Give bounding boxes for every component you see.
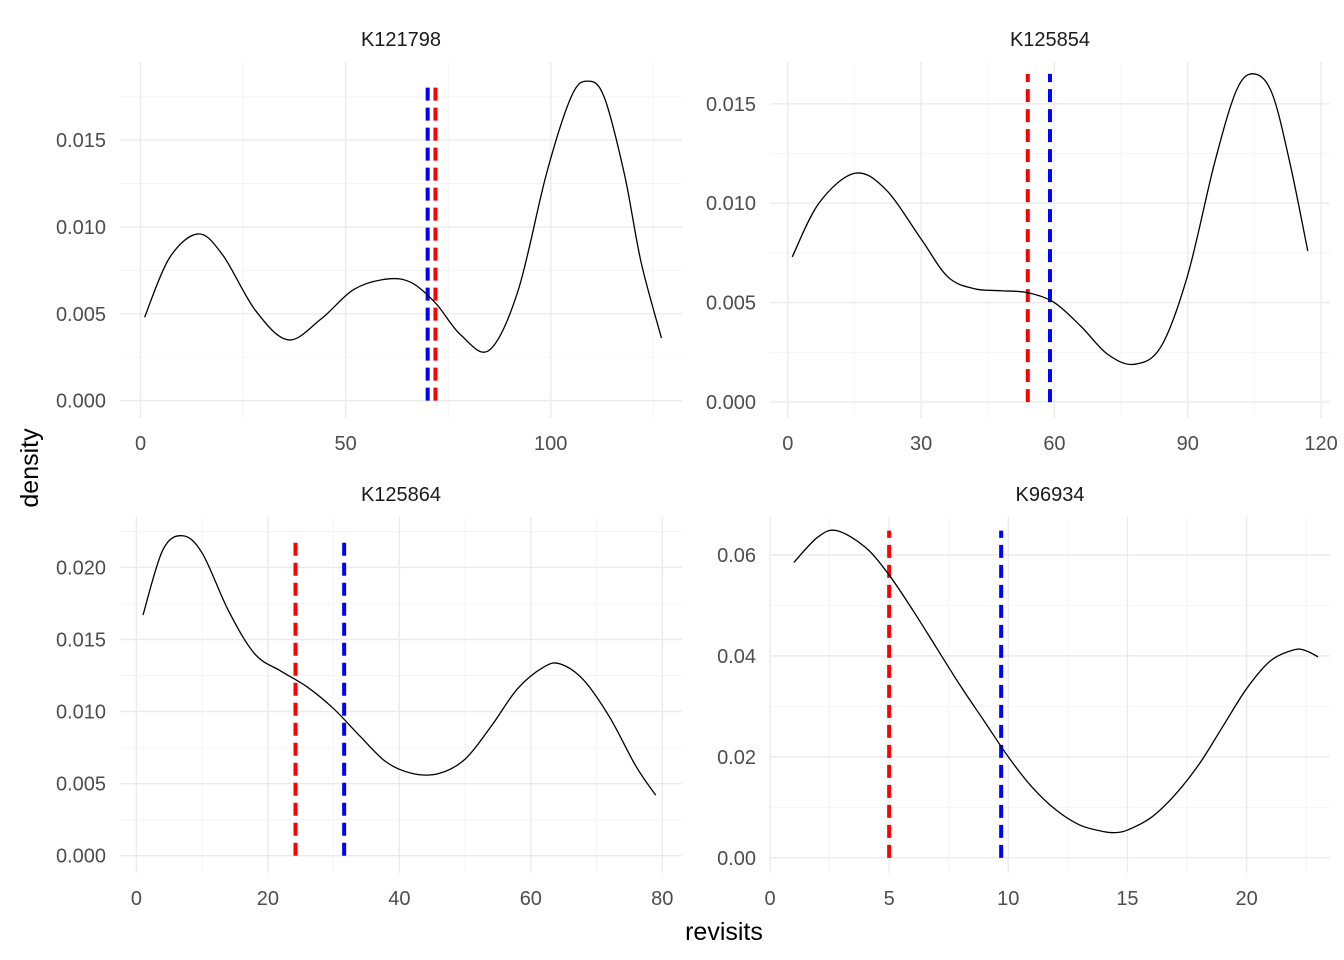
y-tick-label: 0.00 xyxy=(717,848,756,870)
y-tick-label: 0.02 xyxy=(717,747,756,769)
panel-title: K125864 xyxy=(361,484,441,506)
y-tick-label: 0.020 xyxy=(56,557,106,579)
x-tick-label: 60 xyxy=(520,888,542,910)
y-tick-label: 0.005 xyxy=(56,304,106,326)
x-tick-label: 0 xyxy=(764,888,775,910)
x-tick-label: 50 xyxy=(334,433,356,455)
density-curve xyxy=(142,535,657,796)
y-tick-label: 0.000 xyxy=(706,392,756,414)
panel-2: 0 30 60 90 120 0.000 0.005 0.010 0.015 K125854 xyxy=(706,29,1338,455)
x-axis-title: revisits xyxy=(685,918,763,946)
x-tick-label: 10 xyxy=(997,888,1019,910)
x-tick-label: 5 xyxy=(884,888,895,910)
x-tick-label: 120 xyxy=(1304,433,1337,455)
panel-title: K121798 xyxy=(361,29,441,51)
y-tick-label: 0.000 xyxy=(56,846,106,868)
x-tick-label: 30 xyxy=(910,433,932,455)
y-tick-label: 0.04 xyxy=(717,646,756,668)
y-tick-label: 0.005 xyxy=(56,774,106,796)
x-tick-label: 100 xyxy=(534,433,567,455)
x-tick-label: 15 xyxy=(1116,888,1138,910)
y-tick-label: 0.010 xyxy=(706,193,756,215)
y-axis-title: density xyxy=(16,428,44,508)
y-tick-label: 0.015 xyxy=(56,130,106,152)
x-tick-label: 20 xyxy=(257,888,279,910)
panel-4: 0 5 10 15 20 0.00 0.02 0.04 0.06 K96934 xyxy=(717,484,1330,910)
panel-title: K125854 xyxy=(1010,29,1090,51)
x-tick-label: 20 xyxy=(1235,888,1257,910)
x-tick-label: 60 xyxy=(1043,433,1065,455)
x-tick-label: 90 xyxy=(1177,433,1199,455)
panel-3: 0 20 40 60 80 0.000 0.005 0.010 0.015 0.020 K12586… xyxy=(56,484,682,910)
x-tick-label: 0 xyxy=(135,433,146,455)
density-curve xyxy=(791,73,1309,366)
panel-1: 0 50 100 0.000 0.005 0.010 0.015 K121798 xyxy=(56,29,682,455)
panel-title: K96934 xyxy=(1016,484,1085,506)
x-tick-label: 80 xyxy=(651,888,673,910)
density-curve xyxy=(144,80,663,353)
y-tick-label: 0.06 xyxy=(717,545,756,567)
y-tick-label: 0.005 xyxy=(706,293,756,315)
x-tick-label: 40 xyxy=(388,888,410,910)
y-tick-label: 0.010 xyxy=(56,702,106,724)
density-curve xyxy=(793,529,1319,834)
y-tick-label: 0.000 xyxy=(56,391,106,413)
y-tick-label: 0.010 xyxy=(56,217,106,239)
y-tick-label: 0.015 xyxy=(56,630,106,652)
x-tick-label: 0 xyxy=(782,433,793,455)
y-tick-label: 0.015 xyxy=(706,94,756,116)
x-tick-label: 0 xyxy=(131,888,142,910)
